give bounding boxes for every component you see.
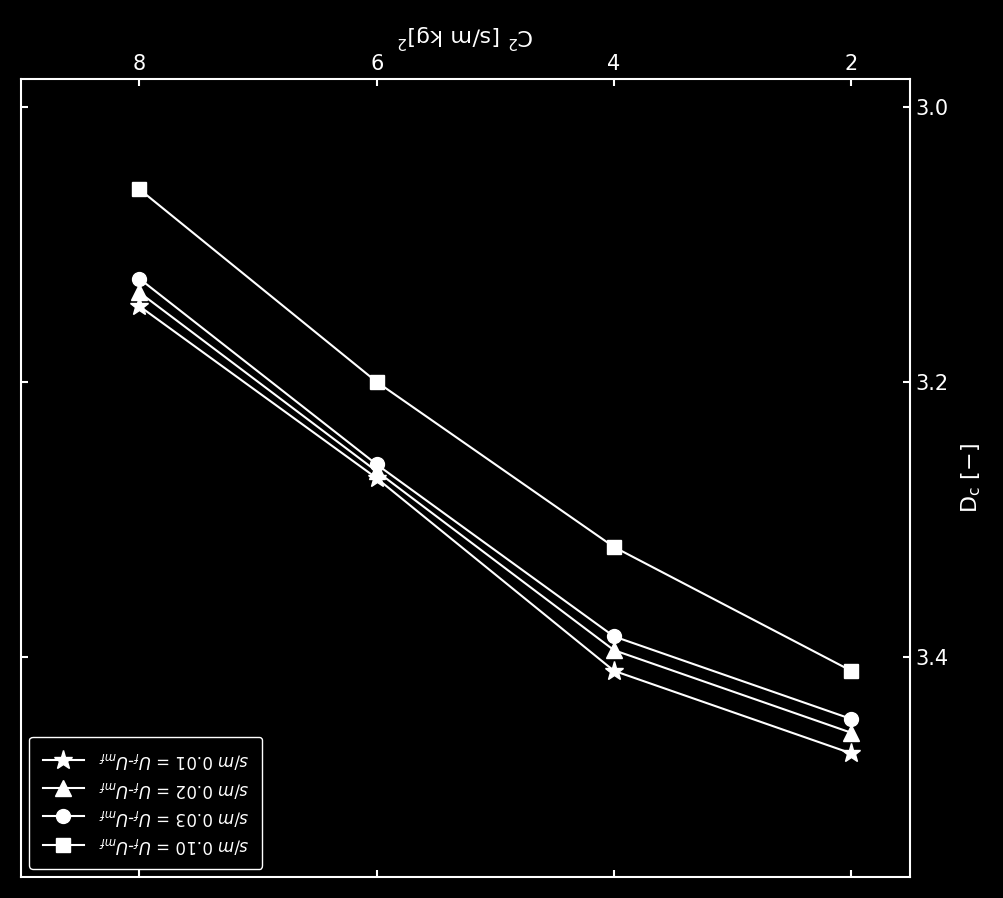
Y-axis label: $\mathregular{D_c}\ [-]$: $\mathregular{D_c}\ [-]$ xyxy=(959,444,982,513)
Legend: $s/m$ $\mathregular{0.01}$ = $U_f$-$U_{mf}$, $s/m$ $\mathregular{0.02}$ = $U_f$-: $s/m$ $\mathregular{0.01}$ = $U_f$-$U_{m… xyxy=(29,737,262,869)
X-axis label: $\mathregular{C}^2\ [\mathregular{s/m\ kg}]^2$: $\mathregular{C}^2\ [\mathregular{s/m\ k… xyxy=(397,21,534,50)
Text: $d_p$ = 0.3 mm: $d_p$ = 0.3 mm xyxy=(38,837,146,861)
